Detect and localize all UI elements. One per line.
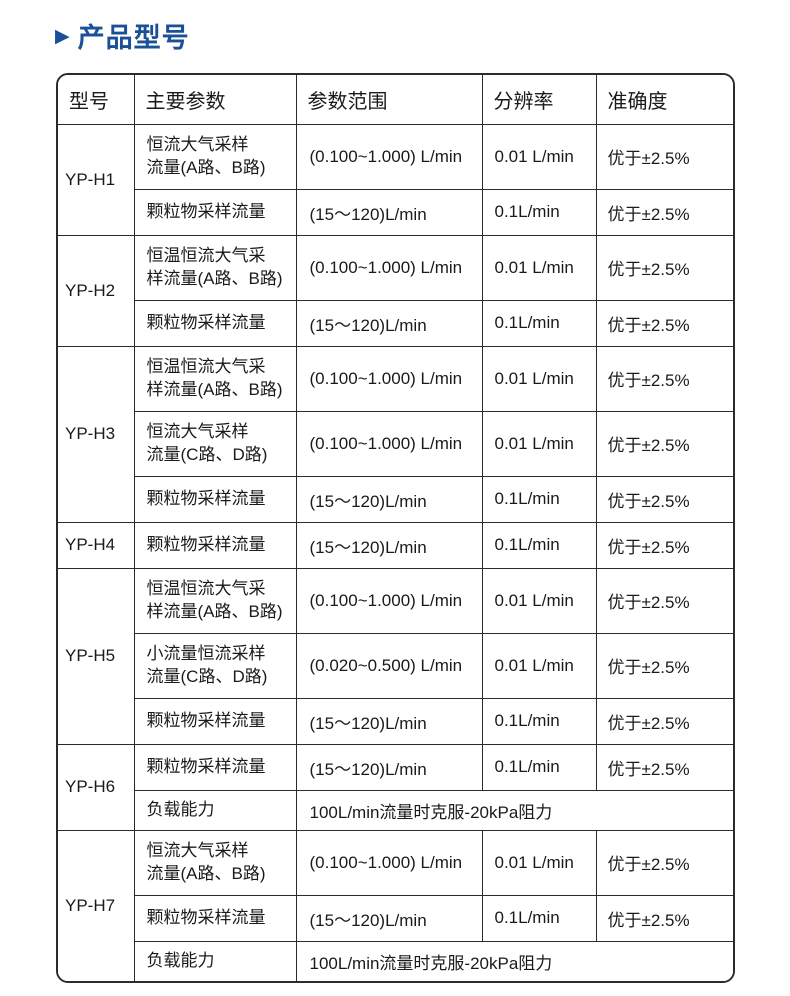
table-row: 负载能力 100L/min流量时克服-20kPa阻力	[58, 789, 733, 831]
param-cell: 恒流大气采样 流量(A路、B路)	[133, 829, 297, 896]
resolution-cell: 0.01 L/min	[481, 410, 597, 477]
resolution-cell: 0.1L/min	[481, 743, 597, 791]
resolution-cell: 0.1L/min	[481, 521, 597, 569]
table-row: YP-H7 恒流大气采样 流量(A路、B路) (0.100~1.000) L/m…	[58, 829, 733, 981]
accuracy-cell: 优于±2.5%	[595, 829, 733, 896]
range-cell: (15～120)L/min	[295, 299, 483, 347]
table-row: YP-H3 恒温恒流大气采 样流量(A路、B路) (0.100~1.000) L…	[58, 345, 733, 523]
table-row: YP-H4 颗粒物采样流量 (15～120)L/min 0.1L/min 优于±…	[58, 521, 733, 569]
range-cell: (0.100~1.000) L/min	[295, 345, 483, 412]
param-cell: 颗粒物采样流量	[133, 894, 297, 942]
load-capacity-cell: 100L/min流量时克服-20kPa阻力	[295, 940, 733, 981]
resolution-cell: 0.1L/min	[481, 475, 597, 523]
param-cell: 颗粒物采样流量	[133, 475, 297, 523]
accuracy-cell: 优于±2.5%	[595, 345, 733, 412]
range-cell: (0.100~1.000) L/min	[295, 829, 483, 896]
model-cell: YP-H4	[58, 521, 135, 569]
param-cell: 恒温恒流大气采 样流量(A路、B路)	[133, 345, 297, 412]
model-cell: YP-H2	[58, 234, 135, 347]
param-cell: 负载能力	[133, 940, 297, 981]
table-row: 小流量恒流采样 流量(C路、D路) (0.020~0.500) L/min 0.…	[58, 632, 733, 699]
table-row: 负载能力 100L/min流量时克服-20kPa阻力	[58, 940, 733, 981]
table-row: 恒流大气采样 流量(C路、D路) (0.100~1.000) L/min 0.0…	[58, 410, 733, 477]
accuracy-cell: 优于±2.5%	[595, 743, 733, 791]
range-cell: (0.100~1.000) L/min	[295, 567, 483, 634]
product-model-table-frame: 型号 主要参数 参数范围 分辨率 准确度 YP-H1 恒流大气采样 流量(A路、…	[56, 73, 735, 983]
param-cell: 颗粒物采样流量	[133, 521, 297, 569]
accuracy-cell: 优于±2.5%	[595, 894, 733, 942]
range-cell: (0.100~1.000) L/min	[295, 410, 483, 477]
page-title-text: 产品型号	[77, 23, 190, 53]
table-row: 颗粒物采样流量 (15～120)L/min 0.1L/min 优于±2.5%	[58, 188, 733, 236]
header-accuracy: 准确度	[595, 75, 733, 125]
header-model: 型号	[58, 75, 135, 125]
page-title: ▶ 产品型号	[55, 16, 790, 55]
product-model-table: 型号 主要参数 参数范围 分辨率 准确度 YP-H1 恒流大气采样 流量(A路、…	[58, 75, 733, 981]
range-cell: (0.100~1.000) L/min	[295, 123, 483, 190]
param-cell: 颗粒物采样流量	[133, 188, 297, 236]
range-cell: (15～120)L/min	[295, 475, 483, 523]
resolution-cell: 0.01 L/min	[481, 123, 597, 190]
range-cell: (15～120)L/min	[295, 743, 483, 791]
model-cell: YP-H6	[58, 743, 135, 831]
range-cell: (15～120)L/min	[295, 521, 483, 569]
accuracy-cell: 优于±2.5%	[595, 697, 733, 745]
model-cell: YP-H7	[58, 829, 135, 981]
accuracy-cell: 优于±2.5%	[595, 123, 733, 190]
param-cell: 负载能力	[133, 789, 297, 831]
range-cell: (15～120)L/min	[295, 697, 483, 745]
accuracy-cell: 优于±2.5%	[595, 521, 733, 569]
accuracy-cell: 优于±2.5%	[595, 632, 733, 699]
table-row: 颗粒物采样流量 (15～120)L/min 0.1L/min 优于±2.5%	[58, 299, 733, 347]
accuracy-cell: 优于±2.5%	[595, 188, 733, 236]
header-main-parameter: 主要参数	[133, 75, 297, 125]
resolution-cell: 0.01 L/min	[481, 345, 597, 412]
param-cell: 恒温恒流大气采 样流量(A路、B路)	[133, 567, 297, 634]
resolution-cell: 0.1L/min	[481, 299, 597, 347]
accuracy-cell: 优于±2.5%	[595, 299, 733, 347]
table-row: YP-H2 恒温恒流大气采 样流量(A路、B路) (0.100~1.000) L…	[58, 234, 733, 347]
title-arrow-icon: ▶	[55, 26, 71, 47]
load-capacity-cell: 100L/min流量时克服-20kPa阻力	[295, 789, 733, 831]
header-resolution: 分辨率	[481, 75, 597, 125]
range-cell: (0.020~0.500) L/min	[295, 632, 483, 699]
table-row: YP-H1 恒流大气采样 流量(A路、B路) (0.100~1.000) L/m…	[58, 123, 733, 236]
param-cell: 小流量恒流采样 流量(C路、D路)	[133, 632, 297, 699]
param-cell: 颗粒物采样流量	[133, 697, 297, 745]
resolution-cell: 0.1L/min	[481, 894, 597, 942]
param-cell: 颗粒物采样流量	[133, 299, 297, 347]
resolution-cell: 0.01 L/min	[481, 632, 597, 699]
table-row: 颗粒物采样流量 (15～120)L/min 0.1L/min 优于±2.5%	[58, 894, 733, 942]
resolution-cell: 0.1L/min	[481, 697, 597, 745]
table-row: 颗粒物采样流量 (15～120)L/min 0.1L/min 优于±2.5%	[58, 475, 733, 523]
table-header-row: 型号 主要参数 参数范围 分辨率 准确度	[58, 75, 733, 125]
header-parameter-range: 参数范围	[295, 75, 483, 125]
param-cell: 恒温恒流大气采 样流量(A路、B路)	[133, 234, 297, 301]
resolution-cell: 0.01 L/min	[481, 567, 597, 634]
param-cell: 恒流大气采样 流量(A路、B路)	[133, 123, 297, 190]
range-cell: (15～120)L/min	[295, 188, 483, 236]
accuracy-cell: 优于±2.5%	[595, 475, 733, 523]
range-cell: (15～120)L/min	[295, 894, 483, 942]
accuracy-cell: 优于±2.5%	[595, 234, 733, 301]
model-cell: YP-H3	[58, 345, 135, 523]
model-cell: YP-H5	[58, 567, 135, 745]
model-cell: YP-H1	[58, 123, 135, 236]
param-cell: 颗粒物采样流量	[133, 743, 297, 791]
resolution-cell: 0.01 L/min	[481, 234, 597, 301]
param-cell: 恒流大气采样 流量(C路、D路)	[133, 410, 297, 477]
range-cell: (0.100~1.000) L/min	[295, 234, 483, 301]
resolution-cell: 0.1L/min	[481, 188, 597, 236]
accuracy-cell: 优于±2.5%	[595, 410, 733, 477]
accuracy-cell: 优于±2.5%	[595, 567, 733, 634]
table-row: 颗粒物采样流量 (15～120)L/min 0.1L/min 优于±2.5%	[58, 697, 733, 745]
resolution-cell: 0.01 L/min	[481, 829, 597, 896]
table-row: YP-H6 颗粒物采样流量 (15～120)L/min 0.1L/min 优于±…	[58, 743, 733, 831]
table-row: YP-H5 恒温恒流大气采 样流量(A路、B路) (0.100~1.000) L…	[58, 567, 733, 745]
